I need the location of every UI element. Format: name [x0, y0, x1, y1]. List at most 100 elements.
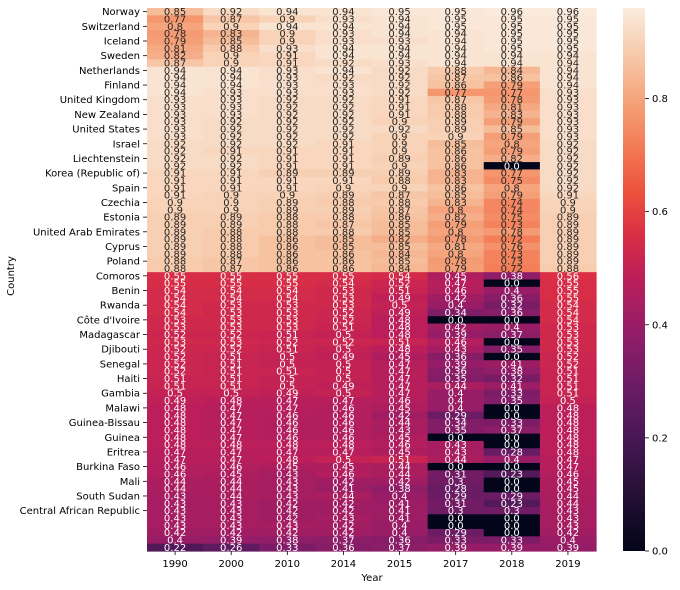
- heatmap-cell-label: 0.48: [557, 411, 579, 422]
- heatmap-cell-label: 0.43: [276, 491, 298, 502]
- heatmap-cell: [147, 30, 204, 38]
- heatmap-cell: [147, 103, 204, 112]
- heatmap-cell: [259, 316, 316, 325]
- heatmap-cell: [315, 484, 373, 493]
- heatmap-cell-label: 0.93: [557, 95, 579, 106]
- heatmap-cell: [371, 257, 429, 266]
- heatmap-cell: [371, 235, 429, 244]
- heatmap-cell-label: 0.53: [276, 315, 298, 326]
- heatmap-cell-label: 0.48: [276, 440, 298, 451]
- heatmap-cell: [371, 8, 429, 16]
- heatmap-cell: [371, 426, 429, 435]
- heatmap-cell-label: 0.84: [388, 249, 410, 260]
- heatmap-cell-label: 0.85: [220, 37, 242, 48]
- heatmap-cell: [203, 279, 260, 288]
- heatmap-cell: [483, 455, 541, 464]
- heatmap-cell: [203, 345, 260, 354]
- heatmap-cell: [259, 492, 316, 501]
- heatmap-cell: [371, 433, 429, 442]
- heatmap-cell-label: 0.88: [445, 110, 467, 121]
- heatmap-cell: [371, 154, 429, 163]
- heatmap-cell-label: 0.92: [276, 117, 298, 128]
- heatmap-cell-label: 0.9: [279, 29, 295, 40]
- heatmap-cell: [147, 8, 204, 16]
- heatmap-cell: [203, 118, 260, 127]
- heatmap-cell: [427, 140, 485, 149]
- heatmap-cell-label: 0.93: [557, 103, 579, 114]
- heatmap-cell-label: 0.91: [276, 176, 298, 187]
- y-tick-label: Malawi: [105, 403, 140, 414]
- heatmap-cell: [147, 396, 204, 405]
- heatmap-cell: [371, 323, 429, 332]
- heatmap-cell: [259, 440, 316, 449]
- heatmap-cell-label: 0.91: [164, 176, 186, 187]
- heatmap-cell: [259, 418, 316, 427]
- heatmap-cell: [371, 477, 429, 486]
- heatmap-cell: [371, 264, 429, 273]
- heatmap-cell-label: 0.53: [276, 308, 298, 319]
- heatmap-cell-label: 0.43: [445, 440, 467, 451]
- heatmap-cell: [147, 272, 204, 281]
- heatmap-cell-label: 0.9: [223, 205, 239, 216]
- heatmap-cell: [539, 169, 597, 178]
- heatmap-cell-label: 0.92: [332, 73, 354, 84]
- heatmap-cell-label: 0.42: [557, 528, 579, 539]
- heatmap-cell: [259, 191, 316, 200]
- heatmap-cell: [371, 374, 429, 383]
- x-tick-label: 2010: [275, 559, 300, 570]
- heatmap-cell: [147, 118, 204, 127]
- heatmap-cell-label: 0.48: [557, 447, 579, 458]
- heatmap-cell-label: 0.53: [220, 315, 242, 326]
- heatmap-cell: [427, 477, 485, 486]
- y-tick-label: United States: [72, 125, 140, 136]
- heatmap-cell-label: 0.77: [501, 169, 523, 180]
- heatmap-cell: [539, 37, 597, 46]
- heatmap-cell: [147, 15, 204, 24]
- heatmap-cell: [483, 352, 541, 361]
- heatmap-cell-label: 0.46: [557, 469, 579, 480]
- heatmap-cell: [371, 440, 429, 449]
- heatmap-cell-label: 0.36: [501, 293, 523, 304]
- heatmap-cell: [315, 242, 373, 251]
- heatmap-cell: [259, 294, 316, 303]
- heatmap-cell-label: 0.86: [445, 147, 467, 158]
- heatmap-cell: [259, 367, 316, 376]
- heatmap-cell-label: 0.41: [332, 484, 354, 495]
- heatmap-cell: [539, 154, 597, 163]
- heatmap-cell: [539, 440, 597, 449]
- heatmap-cell-label: 0.5: [223, 389, 239, 400]
- heatmap-cell: [483, 44, 541, 53]
- heatmap-cell: [259, 286, 316, 295]
- heatmap-cell: [259, 506, 316, 515]
- heatmap-cell: [147, 492, 204, 501]
- heatmap-cell: [147, 59, 204, 68]
- heatmap-cell: [203, 455, 260, 464]
- heatmap-cell: [539, 316, 597, 325]
- heatmap-cell: [539, 528, 597, 537]
- heatmap-cell-label: 0.43: [557, 513, 579, 524]
- y-tick-label: Israel: [113, 139, 140, 150]
- heatmap-cell: [315, 352, 373, 361]
- heatmap-cell-label: 0.88: [164, 264, 186, 275]
- heatmap-cell-label: 0.92: [557, 147, 579, 158]
- heatmap-cell-label: 0.55: [557, 293, 579, 304]
- heatmap-cell: [483, 52, 541, 60]
- heatmap-cell-label: 0.52: [164, 359, 186, 370]
- heatmap-cell: [203, 74, 260, 82]
- heatmap-cell: [259, 514, 316, 523]
- heatmap-cell-label: 0.87: [220, 264, 242, 275]
- heatmap-cell: [427, 132, 485, 141]
- heatmap-cell: [259, 477, 316, 486]
- heatmap-cell: [147, 279, 204, 288]
- heatmap-cell-label: 0.91: [388, 103, 410, 114]
- heatmap-cell: [147, 198, 204, 207]
- y-tick-label: Gambia: [101, 389, 140, 400]
- heatmap-cell: [315, 125, 373, 134]
- heatmap-cell-label: 0.82: [388, 235, 410, 246]
- heatmap-cell-label: 0.54: [164, 301, 186, 312]
- heatmap-cell-label: 0.89: [557, 227, 579, 238]
- heatmap-cell-label: 0.45: [445, 271, 467, 282]
- heatmap-cell-label: 0.94: [388, 44, 410, 55]
- heatmap-cell-label: 0.4: [504, 286, 520, 297]
- heatmap-cell: [147, 477, 204, 486]
